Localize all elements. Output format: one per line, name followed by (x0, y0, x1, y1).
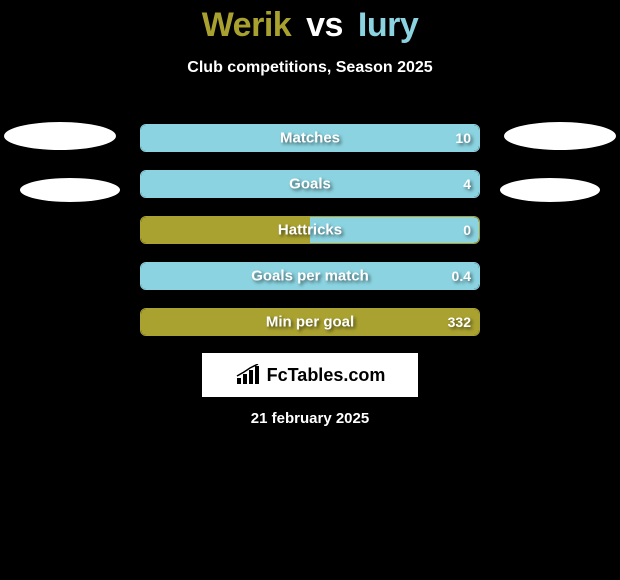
player1-name: Werik (202, 6, 291, 44)
brand-badge[interactable]: FcTables.com (202, 353, 418, 397)
player1-photo-placeholder (4, 122, 116, 150)
stat-label: Goals (289, 176, 331, 193)
stat-label: Goals per match (251, 268, 369, 285)
player1-flag-placeholder (20, 178, 120, 202)
player2-photo-placeholder (504, 122, 616, 150)
player2-flag-placeholder (500, 178, 600, 202)
player2-name: Iury (358, 6, 418, 44)
stat-label: Matches (280, 130, 340, 147)
stat-row: Matches 10 (140, 124, 480, 152)
stat-row: Hattricks 0 (140, 216, 480, 244)
comparison-title: Werik vs Iury (0, 0, 620, 45)
comparison-date: 21 february 2025 (251, 410, 369, 427)
subtitle: Club competitions, Season 2025 (0, 59, 620, 77)
stat-rows: Matches 10 Goals 4 Hattricks 0 Goals per match… (140, 124, 480, 354)
stat-label: Hattricks (278, 222, 342, 239)
vs-text: vs (306, 6, 343, 44)
stat-row: Min per goal 332 (140, 308, 480, 336)
stat-value-right: 4 (463, 176, 471, 192)
stat-row: Goals per match 0.4 (140, 262, 480, 290)
brand-text: FcTables.com (267, 365, 386, 386)
brand-chart-icon (235, 364, 261, 386)
stat-value-right: 0.4 (452, 268, 471, 284)
stat-value-right: 0 (463, 222, 471, 238)
stat-row: Goals 4 (140, 170, 480, 198)
stat-value-right: 10 (455, 130, 471, 146)
stat-value-right: 332 (448, 314, 471, 330)
stat-label: Min per goal (266, 314, 354, 331)
